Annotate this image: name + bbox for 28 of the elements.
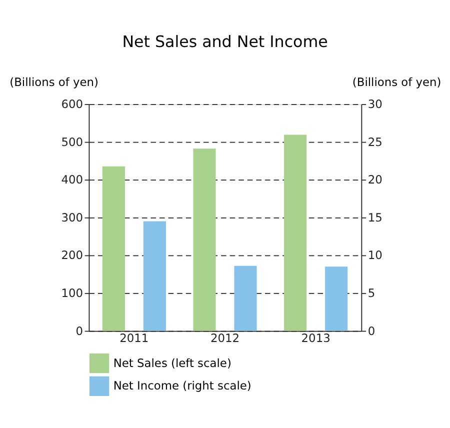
x-tick-label: 2011 [120,330,149,345]
y2-tick-label: 30 [368,97,382,112]
y2-tick-label: 5 [368,286,376,300]
bar [234,266,257,331]
y-axis-title: (Billions of yen) [10,75,98,90]
y2-tick-label: 0 [368,324,376,338]
bar [325,266,348,331]
y2-tick-label: 25 [368,134,382,149]
bar [143,221,166,331]
y-tick-label: 200 [61,248,84,262]
legend-label: Net Income (right scale) [113,378,252,393]
legend-label: Net Sales (left scale) [113,356,232,370]
y-tick-label: 300 [61,210,84,224]
x-tick-label: 2012 [210,330,240,345]
y-tick-label: 500 [61,134,84,149]
y2-tick-label: 10 [368,248,382,262]
y-tick-label: 400 [61,172,84,187]
y-tick-label: 100 [61,286,84,300]
y2-tick-label: 20 [368,172,382,187]
x-tick-label: 2013 [301,330,330,345]
y2-axis-title: (Billions of yen) [352,75,442,90]
y-tick-label: 600 [61,97,84,112]
chart-title: Net Sales and Net Income [122,32,328,51]
y2-tick-label: 15 [368,210,382,224]
bar [284,134,307,331]
y-tick-label: 0 [76,324,84,338]
bar [102,166,125,331]
bar [193,148,216,331]
